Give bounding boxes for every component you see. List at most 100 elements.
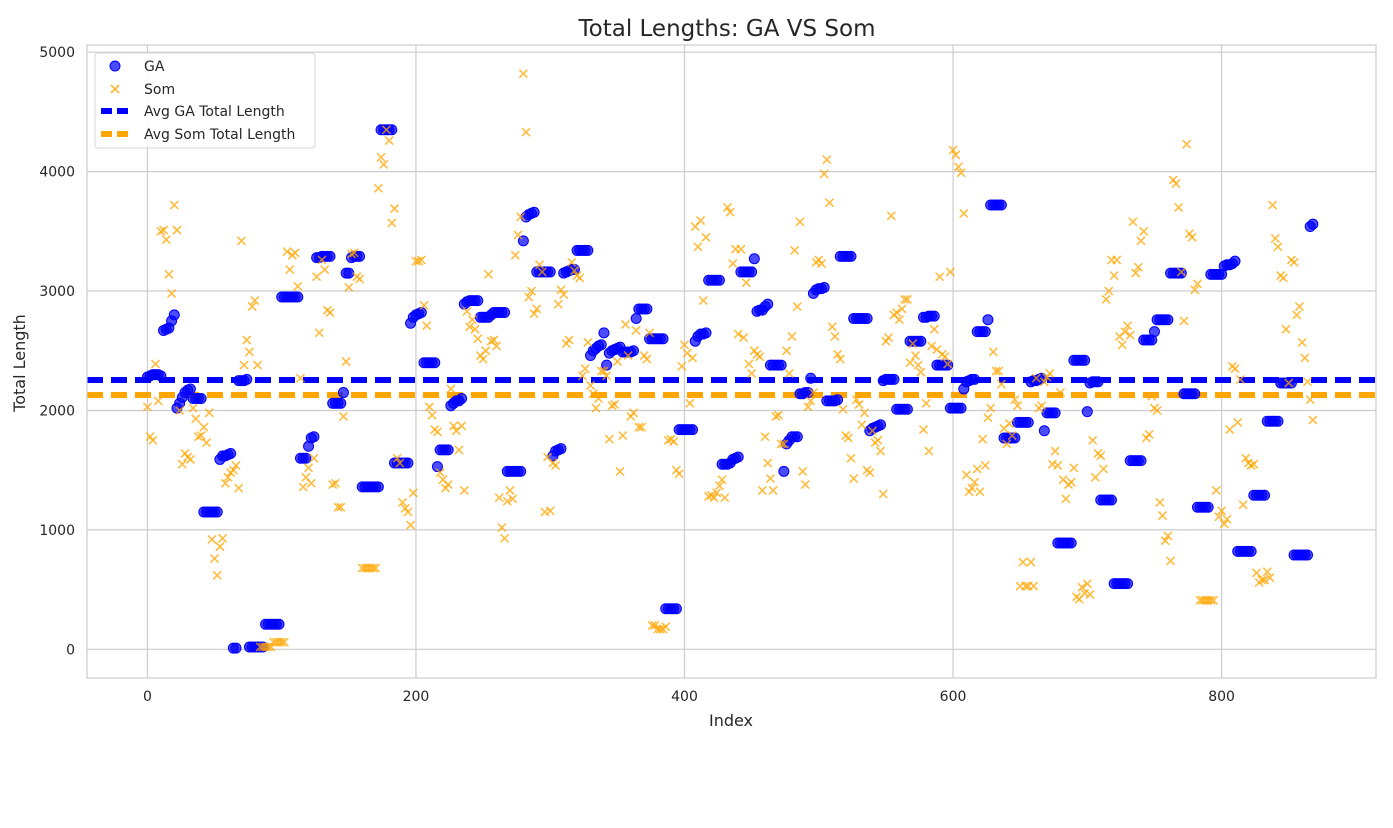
som-point	[725, 207, 735, 217]
som-point	[408, 488, 418, 498]
som-point	[685, 398, 695, 408]
som-point	[913, 360, 923, 370]
som-point	[972, 464, 982, 474]
legend-avg-som-label: Avg Som Total Length	[144, 127, 295, 143]
som-point	[564, 335, 574, 345]
som-point	[1029, 581, 1039, 591]
ga-point	[995, 199, 1007, 211]
som-point	[926, 341, 937, 351]
som-point	[784, 368, 794, 379]
ga-point	[528, 206, 540, 218]
som-point	[1265, 573, 1275, 583]
som-point	[628, 408, 639, 418]
ga-point	[1122, 578, 1134, 590]
som-point	[419, 300, 429, 310]
som-point	[1133, 262, 1143, 272]
som-point	[389, 204, 400, 214]
som-point	[757, 485, 767, 496]
som-point	[494, 493, 504, 503]
som-point	[502, 496, 512, 506]
som-point	[577, 371, 588, 381]
som-point	[704, 491, 714, 502]
ga-point	[748, 253, 760, 265]
som-point	[580, 364, 590, 374]
som-point	[935, 272, 945, 282]
ga-point	[1307, 218, 1319, 230]
som-point	[712, 488, 722, 498]
som-point	[1192, 279, 1202, 289]
som-point	[634, 422, 644, 432]
legend-ga-marker	[109, 60, 121, 72]
som-point	[886, 211, 896, 221]
som-point	[884, 333, 894, 343]
som-point	[1139, 226, 1149, 236]
ga-point	[300, 452, 312, 464]
som-point	[674, 469, 684, 479]
som-point	[320, 264, 330, 275]
som-point	[1031, 373, 1041, 383]
som-point	[618, 430, 628, 441]
som-point	[1004, 419, 1015, 429]
som-point	[953, 162, 963, 172]
ga-point	[700, 327, 712, 339]
som-point	[1045, 368, 1055, 379]
som-point	[875, 446, 886, 456]
som-point	[191, 414, 201, 424]
ga-point	[230, 642, 242, 654]
som-point	[432, 427, 443, 437]
som-point	[1171, 178, 1181, 189]
som-point	[1278, 273, 1288, 283]
som-point	[696, 216, 706, 226]
ga-point	[442, 444, 454, 456]
ga-point	[832, 394, 844, 406]
som-point	[489, 335, 499, 345]
som-point	[768, 485, 778, 496]
ga-point	[292, 291, 304, 303]
legend-ga-label: GA	[144, 59, 165, 75]
ga-point	[372, 481, 384, 493]
som-point	[250, 296, 260, 306]
ga-point	[713, 274, 725, 286]
som-point	[800, 479, 810, 490]
som-point	[1055, 387, 1066, 398]
som-point	[1010, 395, 1020, 405]
x-tick-label: 800	[1208, 689, 1235, 705]
som-point	[983, 413, 993, 423]
som-point	[1112, 255, 1122, 265]
som-point	[1208, 595, 1219, 605]
ga-point	[1259, 489, 1271, 501]
grid-lines	[87, 45, 1376, 678]
som-point	[175, 405, 185, 416]
som-point	[599, 366, 609, 376]
som-point	[392, 453, 402, 463]
ga-point	[802, 387, 814, 399]
som-point	[781, 346, 792, 356]
ga-point	[1175, 267, 1187, 279]
som-point	[824, 198, 835, 208]
som-point	[798, 466, 808, 476]
ga-point	[1065, 537, 1077, 549]
som-point	[956, 168, 966, 178]
ga-point	[1302, 549, 1314, 561]
ga-point	[1202, 501, 1214, 513]
som-point	[1018, 557, 1028, 567]
som-point	[1294, 301, 1305, 312]
ga-point	[456, 393, 468, 405]
som-point	[744, 359, 754, 369]
som-point	[153, 396, 163, 406]
som-point	[806, 396, 816, 406]
som-point	[575, 273, 585, 283]
ga-point	[1272, 415, 1284, 427]
ga-point	[308, 431, 320, 443]
som-point	[395, 458, 405, 468]
som-point	[252, 360, 263, 370]
som-point	[529, 309, 539, 319]
ga-point	[1022, 416, 1034, 428]
som-point	[647, 620, 657, 631]
som-point	[228, 465, 238, 475]
som-point	[427, 410, 437, 420]
ga-point	[875, 419, 887, 431]
som-point	[1136, 236, 1146, 246]
som-point	[470, 324, 480, 334]
som-point	[1219, 519, 1229, 529]
